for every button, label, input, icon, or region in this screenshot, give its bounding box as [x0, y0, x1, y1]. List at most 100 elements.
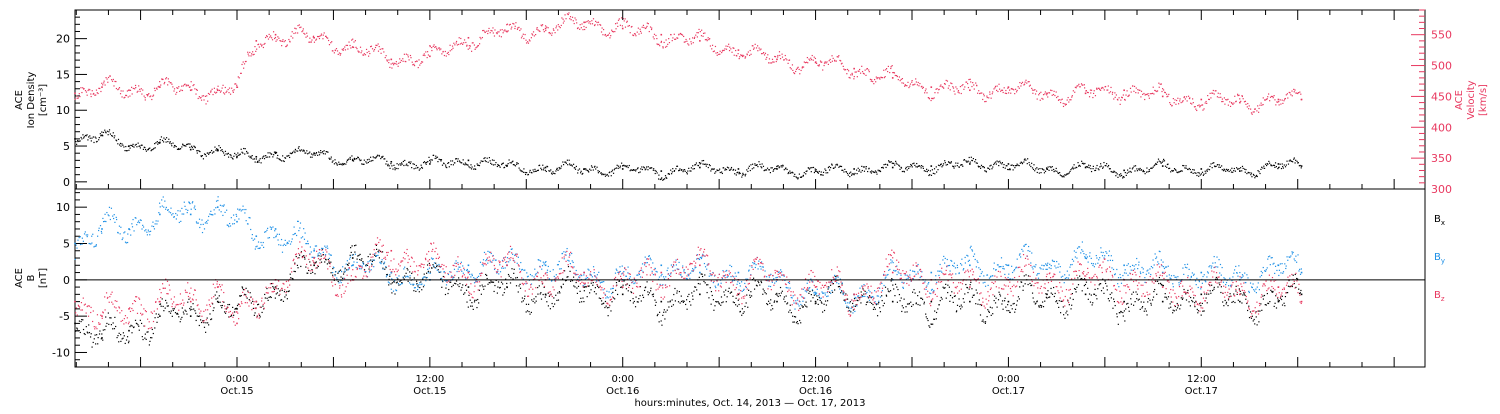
velocity-dot	[254, 46, 255, 47]
bx-dot	[1194, 306, 1195, 307]
bx-dot	[770, 309, 771, 310]
bx-dot	[537, 287, 538, 288]
velocity-dot	[456, 41, 457, 42]
density-dot	[1002, 162, 1003, 163]
density-dot	[1134, 170, 1135, 171]
velocity-dot	[902, 78, 903, 79]
density-dot	[1036, 167, 1037, 168]
velocity-dot	[1091, 90, 1092, 91]
bx-dot	[620, 287, 621, 288]
velocity-dot	[619, 18, 620, 19]
bx-dot	[1244, 293, 1245, 294]
bx-dot	[596, 293, 597, 294]
by-dot	[421, 283, 422, 284]
density-dot	[261, 162, 262, 163]
velocity-dot	[194, 88, 195, 89]
bx-dot	[991, 315, 992, 316]
bx-dot	[942, 298, 943, 299]
bx-dot	[490, 282, 491, 283]
by-dot	[427, 277, 428, 278]
velocity-point	[1239, 102, 1241, 104]
density-dot	[90, 138, 91, 139]
density-dot	[723, 167, 724, 168]
density-dot	[197, 152, 198, 153]
bx-dot	[998, 292, 999, 293]
velocity-dot	[1159, 87, 1160, 88]
density-dot	[1261, 167, 1262, 168]
density-dot	[924, 170, 925, 171]
density-dot	[1134, 166, 1135, 167]
density-dot	[778, 165, 779, 166]
by-dot	[500, 271, 501, 272]
velocity-dot	[764, 54, 765, 55]
bx-dot	[1081, 278, 1082, 279]
bx-dot	[647, 291, 648, 292]
velocity-dot	[260, 44, 261, 45]
velocity-dot	[875, 81, 876, 82]
bx-dot	[639, 295, 640, 296]
bx-dot	[500, 287, 501, 288]
bx-dot	[797, 321, 798, 322]
bx-dot	[1135, 291, 1136, 292]
velocity-dot	[1291, 90, 1292, 91]
bx-dot	[463, 294, 464, 295]
by-dot	[116, 217, 117, 218]
bx-dot	[1236, 286, 1237, 287]
velocity-dot	[86, 91, 87, 92]
velocity-dot	[1205, 102, 1206, 103]
density-dot	[753, 167, 754, 168]
density-dot	[675, 168, 676, 169]
velocity-dot	[1165, 92, 1166, 93]
by-dot	[91, 242, 92, 243]
bx-dot	[1192, 301, 1193, 302]
velocity-dot	[908, 87, 909, 88]
density-dot	[228, 153, 229, 154]
density-dot	[909, 166, 910, 167]
velocity-dot	[967, 83, 968, 84]
bx-dot	[1148, 298, 1149, 299]
density-dot	[623, 165, 624, 166]
density-dot	[695, 164, 696, 165]
density-dot	[996, 160, 997, 161]
bx-dot	[1059, 300, 1060, 301]
velocity-dot	[648, 23, 649, 24]
density-dot	[266, 157, 267, 158]
velocity-dot	[177, 88, 178, 89]
velocity-dot	[622, 25, 623, 26]
velocity-dot	[346, 45, 347, 46]
bx-dot	[108, 324, 109, 325]
density-dot	[1023, 161, 1024, 162]
density-dot	[957, 163, 958, 164]
density-dot	[1030, 166, 1031, 167]
bx-dot	[332, 268, 333, 269]
density-dot	[974, 161, 975, 162]
velocity-dot	[1040, 100, 1041, 101]
bx-dot	[794, 321, 795, 322]
bx-dot	[830, 285, 831, 286]
bx-dot	[191, 309, 192, 310]
velocity-dot	[771, 62, 772, 63]
density-dot	[1256, 175, 1257, 176]
bx-dot	[1269, 301, 1270, 302]
density-dot	[559, 167, 560, 168]
velocity-dot	[195, 93, 196, 94]
velocity-dot	[1107, 89, 1108, 90]
bx-dot	[818, 304, 819, 305]
density-dot	[157, 144, 158, 145]
by-dot	[540, 260, 541, 261]
bx-dot	[825, 300, 826, 301]
bx-dot	[96, 334, 97, 335]
velocity-dot	[997, 86, 998, 87]
bx-dot	[448, 289, 449, 290]
density-dot	[990, 165, 991, 166]
density-dot	[1033, 169, 1034, 170]
velocity-dot	[640, 29, 641, 30]
velocity-dot	[396, 61, 397, 62]
velocity-dot	[900, 80, 901, 81]
velocity-dot	[1157, 90, 1158, 91]
bx-dot	[462, 284, 463, 285]
density-dot	[409, 161, 410, 162]
density-dot	[601, 172, 602, 173]
density-dot	[788, 172, 789, 173]
velocity-dot	[602, 27, 603, 28]
